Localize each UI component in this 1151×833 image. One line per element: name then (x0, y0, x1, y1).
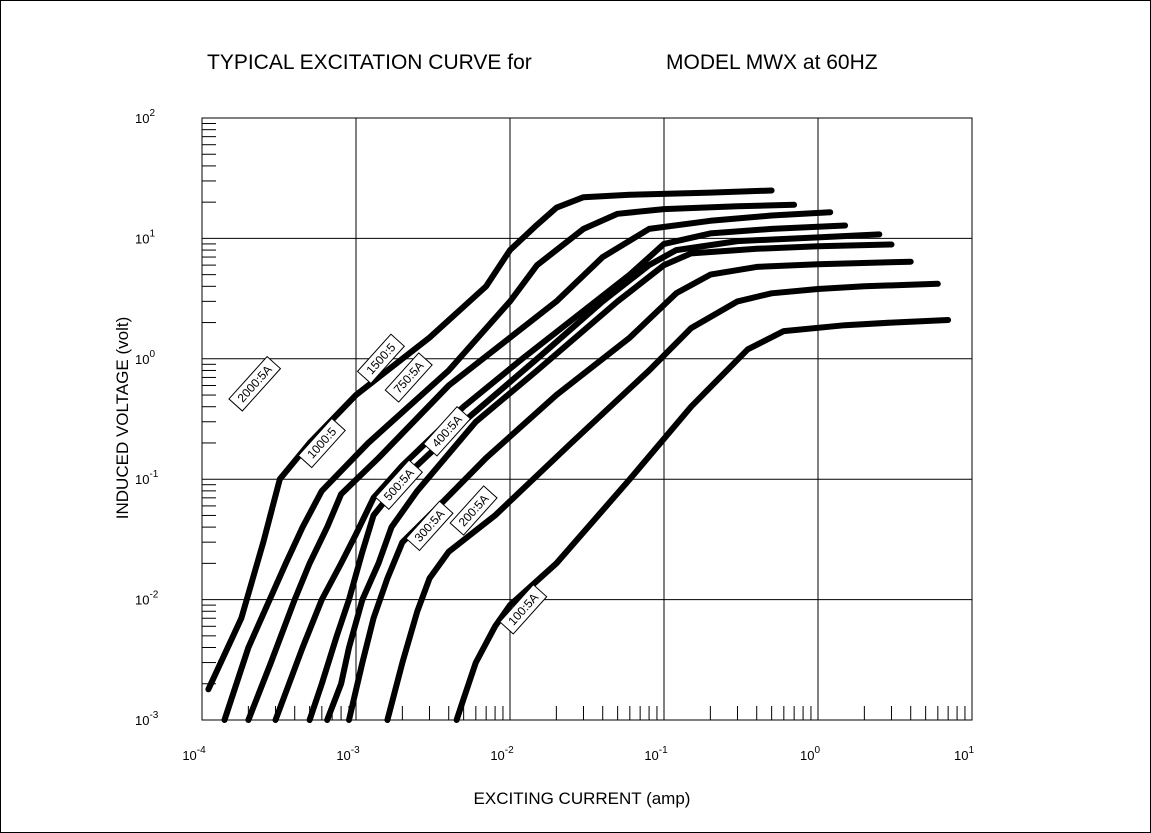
series-curve (272, 222, 849, 723)
y-tick-labels: 10-3 10-2 10-1 100 101 102 (135, 108, 159, 728)
y-tick-label: 102 (135, 108, 155, 126)
series-curve (384, 280, 941, 723)
series-label: 2000:5A (228, 355, 282, 412)
x-tick-label: 101 (954, 745, 974, 763)
series-curve (346, 258, 914, 723)
series-curve (453, 317, 952, 723)
x-tick-labels: 10-4 10-3 10-2 10-1 100 101 (182, 745, 974, 763)
x-axis-label: EXCITING CURRENT (amp) (474, 789, 691, 808)
series-label-box (384, 352, 433, 403)
x-tick-label: 10-1 (644, 745, 668, 763)
x-tick-label: 10-4 (182, 745, 206, 763)
series-label-box (422, 405, 472, 457)
series-curve (324, 241, 895, 723)
series-label-text: 2000:5A (235, 362, 275, 405)
minor-ticks (202, 123, 966, 720)
y-tick-label: 100 (135, 349, 155, 367)
series-curve (205, 187, 775, 693)
y-tick-label: 101 (135, 228, 155, 246)
y-tick-label: 10-3 (135, 710, 159, 728)
x-tick-label: 10-3 (336, 745, 360, 763)
series-label-box (374, 459, 424, 511)
series-label-box (499, 583, 548, 635)
x-tick-label: 100 (800, 745, 820, 763)
series-curve (245, 209, 834, 723)
plot-area-border (201, 117, 973, 721)
grid-lines (202, 118, 972, 720)
series-label: 1000:5 (297, 417, 346, 469)
y-axis-label: INDUCED VOLTAGE (volt) (113, 317, 132, 519)
chart-title-left: TYPICAL EXCITATION CURVE for (207, 51, 532, 74)
series-label-box (449, 485, 498, 536)
series-label-box (297, 417, 346, 469)
series-curve (221, 201, 798, 723)
series-curves (205, 187, 952, 723)
series-label: 200:5A (449, 485, 498, 536)
series-label-box (228, 355, 282, 412)
y-tick-label: 10-1 (135, 469, 159, 487)
series-label-box (405, 500, 454, 552)
x-tick-label: 10-2 (490, 745, 514, 763)
series-label: 400:5A (422, 405, 472, 457)
series-label-box (356, 333, 406, 385)
series-label: 300:5A (405, 500, 454, 552)
y-tick-label: 10-2 (135, 590, 159, 608)
chart-title-right: MODEL MWX at 60HZ (666, 51, 878, 74)
